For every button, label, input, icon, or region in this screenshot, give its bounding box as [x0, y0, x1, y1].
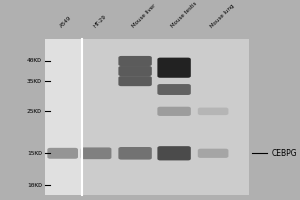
Text: 35KD: 35KD [27, 79, 42, 84]
FancyBboxPatch shape [82, 39, 249, 195]
FancyBboxPatch shape [158, 58, 191, 78]
FancyBboxPatch shape [47, 148, 78, 159]
Text: 10KD: 10KD [27, 183, 42, 188]
FancyBboxPatch shape [198, 149, 228, 158]
Text: Mouse testis: Mouse testis [171, 1, 198, 29]
FancyBboxPatch shape [81, 147, 111, 159]
Text: Mouse lung: Mouse lung [210, 3, 236, 29]
FancyBboxPatch shape [118, 76, 152, 86]
FancyBboxPatch shape [158, 146, 191, 160]
Text: 40KD: 40KD [27, 58, 42, 63]
FancyBboxPatch shape [45, 39, 82, 195]
FancyBboxPatch shape [118, 56, 152, 66]
FancyBboxPatch shape [118, 147, 152, 160]
FancyBboxPatch shape [158, 107, 191, 116]
Text: 15KD: 15KD [27, 151, 42, 156]
Text: Mouse liver: Mouse liver [132, 3, 157, 29]
FancyBboxPatch shape [118, 66, 152, 76]
Text: CEBPG: CEBPG [272, 149, 297, 158]
FancyBboxPatch shape [158, 84, 191, 95]
Text: 25KD: 25KD [27, 109, 42, 114]
FancyBboxPatch shape [198, 108, 228, 115]
Text: HT-29: HT-29 [93, 14, 107, 29]
Text: A549: A549 [59, 15, 73, 29]
